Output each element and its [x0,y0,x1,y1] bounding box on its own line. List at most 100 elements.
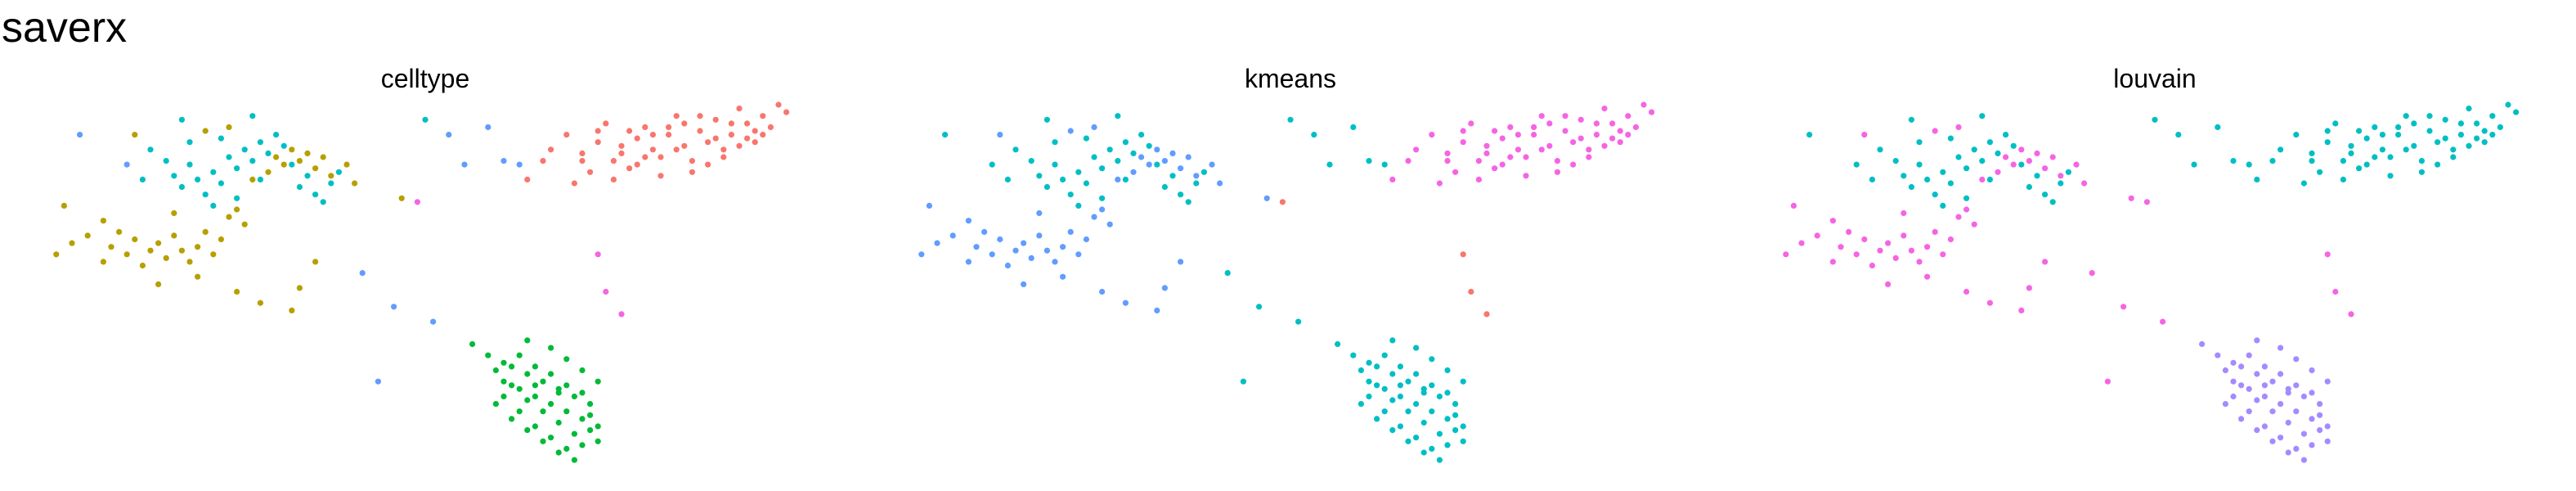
data-point [1515,146,1521,153]
data-point [1877,146,1883,153]
data-point [540,408,546,415]
data-point [186,259,193,265]
data-point [1429,445,1435,453]
data-point [1374,363,1380,370]
data-point [1901,209,1907,217]
data-point [1940,202,1946,209]
data-point [2081,180,2088,187]
data-point [563,408,570,415]
data-point [195,273,201,280]
data-point [2222,367,2228,374]
data-point [603,120,609,127]
data-point [2042,165,2049,172]
data-point [202,228,209,235]
data-point [352,180,358,187]
data-point [2411,120,2417,127]
data-point [1546,142,1553,149]
data-point [178,116,185,123]
data-point [2152,116,2158,123]
data-point [430,318,437,325]
data-point [595,378,601,385]
data-point [997,132,1003,138]
data-point [965,218,972,224]
data-point [1436,457,1443,463]
data-point [532,363,539,370]
data-point [1413,401,1420,408]
data-point [289,146,295,153]
data-point [273,154,280,160]
data-point [1366,359,1372,366]
data-point [84,232,91,239]
data-point [186,139,193,146]
data-point [163,158,169,164]
data-point [1012,146,1019,153]
data-point [1043,116,1050,123]
data-point [2317,169,2323,175]
data-point [649,146,657,153]
data-point [752,139,758,146]
data-point [485,352,491,358]
data-point [918,251,925,258]
data-point [618,150,625,156]
data-point [548,345,554,351]
data-point [1877,247,1883,254]
data-point [1995,169,2001,175]
data-point [1036,209,1043,217]
data-point [532,382,539,389]
data-point [469,340,476,348]
data-point [1240,378,1246,385]
data-point [2379,146,2385,153]
data-point [1200,169,1207,175]
data-point [2466,106,2472,112]
data-point [1861,132,1868,138]
data-point [195,176,201,182]
data-point [579,416,586,422]
data-point [595,139,601,146]
data-point [1381,352,1388,358]
data-point [1444,158,1451,164]
data-point [1971,221,1977,227]
data-point [1625,132,1631,138]
data-point [2387,154,2394,160]
data-point [2403,113,2409,119]
data-point [2058,180,2064,187]
data-point [1892,255,1899,261]
data-point [1531,124,1537,130]
data-point [532,423,539,430]
data-point [2246,385,2252,392]
data-point [689,169,696,175]
data-point [1130,169,1137,175]
data-point [2230,158,2237,164]
data-point [1279,199,1286,205]
data-point [1838,244,1844,250]
data-point [2278,401,2284,408]
data-point [257,176,263,182]
data-point [744,135,751,142]
data-point [1861,236,1868,243]
data-point [752,128,758,134]
data-point [1885,240,1892,246]
data-point [579,158,586,164]
data-point [2254,427,2260,434]
data-point [2324,251,2331,258]
data-point [2348,142,2354,149]
data-point [249,176,256,182]
data-point [555,390,562,396]
data-point [77,132,83,138]
data-point [234,165,240,172]
data-point [296,285,303,291]
data-point [2481,128,2488,134]
data-point [155,240,162,246]
data-point [2300,457,2307,463]
data-point [2254,176,2260,182]
data-point [1971,146,1977,153]
data-point [2505,101,2511,108]
data-point [2254,337,2260,344]
data-point [1963,165,1970,172]
data-point [2324,128,2331,134]
data-point [1389,427,1396,434]
data-point [712,135,719,142]
data-point [1979,113,1986,119]
data-point [218,180,224,187]
data-point [257,139,263,146]
